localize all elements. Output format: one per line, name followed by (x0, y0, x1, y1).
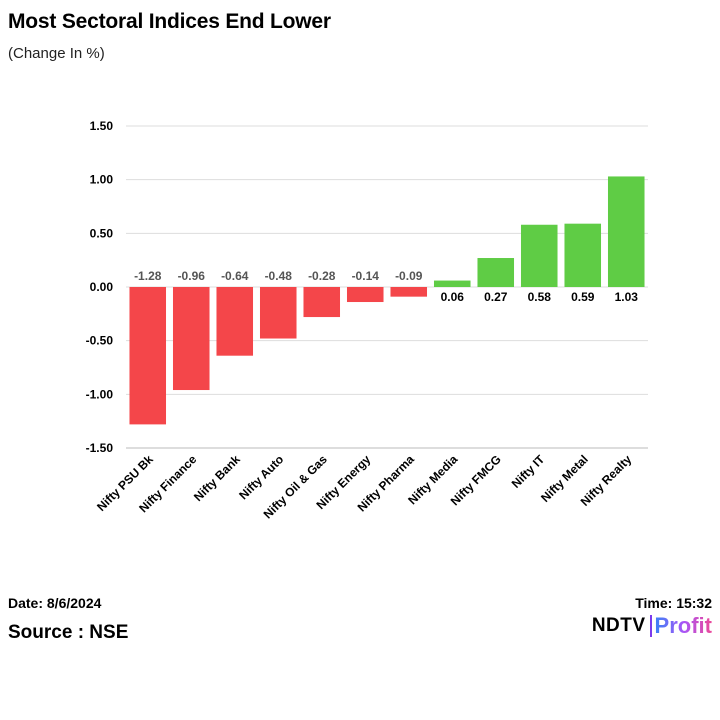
data-label: 0.27 (484, 290, 508, 304)
data-label: -0.64 (221, 269, 249, 283)
bar (477, 258, 515, 287)
data-label: -0.28 (308, 269, 336, 283)
bar (520, 224, 558, 287)
data-label: -0.14 (352, 269, 380, 283)
bar (346, 287, 384, 303)
bar (216, 287, 254, 356)
bar (259, 287, 297, 339)
bar (172, 287, 210, 391)
data-label: -0.48 (265, 269, 293, 283)
y-tick-label: -1.50 (86, 441, 114, 455)
logo-ndtv-text: NDTV (591, 615, 646, 636)
data-label: 0.58 (528, 290, 552, 304)
bar (607, 176, 645, 287)
data-label: -0.09 (395, 269, 423, 283)
bar (303, 287, 341, 318)
bar (390, 287, 428, 297)
chart-title: Most Sectoral Indices End Lower (8, 10, 331, 33)
y-tick-label: -1.00 (86, 387, 114, 401)
data-label: -1.28 (134, 269, 162, 283)
data-label: 1.03 (615, 290, 639, 304)
data-label: 0.59 (571, 290, 595, 304)
y-tick-label: 1.00 (90, 173, 114, 187)
bar (564, 223, 602, 287)
y-tick-label: 1.50 (90, 119, 114, 133)
data-label: 0.06 (441, 290, 465, 304)
ndtv-profit-logo: NDTV Profit (592, 612, 712, 640)
chart-subtitle: (Change In %) (8, 45, 105, 62)
logo-divider (649, 615, 652, 637)
data-label: -0.96 (178, 269, 206, 283)
y-tick-label: 0.00 (90, 280, 114, 294)
source-label: Source : NSE (8, 622, 129, 643)
x-category-label: Nifty IT (509, 452, 548, 491)
y-tick-label: 0.50 (90, 226, 114, 240)
time-label: Time: 15:32 (635, 595, 712, 611)
logo-profit-text: Profit (654, 613, 712, 638)
x-category-label: Nifty Bank (191, 452, 243, 504)
bar (129, 287, 167, 425)
bar-chart: 1.50 1.00 0.50 0.00 -0.50 -1.00 -1.50 -1.28 Nift… (86, 119, 648, 522)
date-label: Date: 8/6/2024 (8, 595, 102, 611)
bar (433, 280, 471, 287)
y-tick-label: -0.50 (86, 334, 114, 348)
